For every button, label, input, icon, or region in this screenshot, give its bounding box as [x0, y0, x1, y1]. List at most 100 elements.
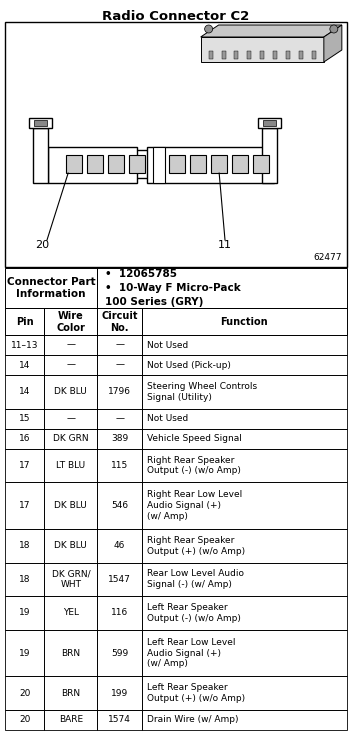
Bar — [98, 375, 142, 408]
Bar — [5, 268, 98, 308]
Text: 11–13: 11–13 — [11, 340, 38, 349]
Text: Function: Function — [221, 316, 268, 326]
Bar — [142, 710, 347, 730]
Bar — [44, 408, 98, 429]
Bar — [44, 596, 98, 630]
Text: 20: 20 — [19, 689, 30, 698]
Bar — [44, 529, 98, 563]
Text: Right Rear Speaker
Output (-) (w/o Amp): Right Rear Speaker Output (-) (w/o Amp) — [147, 455, 241, 475]
Text: 11: 11 — [218, 240, 232, 250]
Text: 1796: 1796 — [108, 387, 131, 396]
Bar — [142, 449, 347, 482]
Bar — [29, 118, 52, 128]
Text: 599: 599 — [111, 649, 128, 657]
Bar — [5, 22, 347, 267]
Bar — [142, 408, 347, 429]
Bar — [5, 308, 44, 335]
Text: 20: 20 — [35, 240, 49, 250]
Bar — [98, 710, 142, 730]
Bar — [98, 268, 347, 308]
Bar — [44, 710, 98, 730]
Text: 46: 46 — [114, 542, 125, 550]
Text: DK GRN: DK GRN — [53, 434, 89, 444]
Bar — [142, 335, 347, 355]
Bar — [98, 449, 142, 482]
Bar — [98, 335, 142, 355]
Bar — [153, 147, 165, 183]
Bar — [44, 355, 98, 375]
Polygon shape — [201, 25, 342, 37]
Text: BRN: BRN — [61, 689, 80, 698]
Text: Left Rear Low Level
Audio Signal (+)
(w/ Amp): Left Rear Low Level Audio Signal (+) (w/… — [147, 638, 235, 668]
Text: 14: 14 — [19, 361, 30, 370]
Text: 20: 20 — [19, 715, 30, 725]
Bar — [5, 449, 44, 482]
Bar — [260, 51, 264, 59]
Bar — [98, 308, 142, 335]
Text: 62477: 62477 — [314, 253, 342, 262]
Bar — [44, 375, 98, 408]
Bar — [253, 155, 269, 173]
Circle shape — [205, 25, 213, 33]
Bar — [142, 630, 347, 676]
Bar — [66, 155, 82, 173]
Text: —: — — [66, 414, 75, 423]
Bar — [129, 155, 145, 173]
Bar — [169, 155, 185, 173]
Text: —: — — [66, 340, 75, 349]
Text: 15: 15 — [19, 414, 30, 423]
Bar — [232, 155, 248, 173]
Text: —: — — [66, 361, 75, 370]
Bar — [87, 155, 103, 173]
Bar — [190, 155, 206, 173]
Text: —: — — [115, 414, 124, 423]
Bar — [48, 150, 262, 178]
Text: 1547: 1547 — [108, 575, 131, 584]
Bar — [98, 676, 142, 710]
Bar — [142, 529, 347, 563]
Text: 116: 116 — [111, 608, 128, 617]
Bar — [44, 308, 98, 335]
Bar — [142, 563, 347, 596]
Bar — [273, 51, 277, 59]
Text: Left Rear Speaker
Output (-) (w/o Amp): Left Rear Speaker Output (-) (w/o Amp) — [147, 603, 241, 623]
Polygon shape — [324, 25, 342, 62]
Text: Left Rear Speaker
Output (+) (w/o Amp): Left Rear Speaker Output (+) (w/o Amp) — [147, 683, 245, 703]
Bar — [98, 408, 142, 429]
Bar — [33, 128, 48, 183]
Text: Not Used: Not Used — [147, 414, 188, 423]
Bar — [44, 335, 98, 355]
Text: —: — — [115, 340, 124, 349]
Text: 18: 18 — [19, 542, 30, 550]
Bar — [44, 676, 98, 710]
Text: 389: 389 — [111, 434, 128, 444]
Bar — [44, 563, 98, 596]
Text: DK GRN/
WHT: DK GRN/ WHT — [51, 569, 90, 589]
Bar — [5, 710, 44, 730]
Bar — [209, 51, 213, 59]
Text: 17: 17 — [19, 501, 30, 510]
Polygon shape — [201, 37, 324, 62]
Text: Steering Wheel Controls
Signal (Utility): Steering Wheel Controls Signal (Utility) — [147, 382, 257, 402]
Text: 199: 199 — [111, 689, 128, 698]
Text: 17: 17 — [19, 461, 30, 470]
Bar — [98, 482, 142, 529]
Text: 19: 19 — [19, 649, 30, 657]
Text: BRN: BRN — [61, 649, 80, 657]
Text: 115: 115 — [111, 461, 128, 470]
Bar — [5, 429, 44, 449]
Text: 1574: 1574 — [108, 715, 131, 725]
Text: 546: 546 — [111, 501, 128, 510]
Bar — [299, 51, 303, 59]
Bar — [98, 429, 142, 449]
Bar — [98, 596, 142, 630]
Bar — [262, 128, 277, 183]
Bar — [211, 155, 227, 173]
Text: YEL: YEL — [63, 608, 79, 617]
Text: Rear Low Level Audio
Signal (-) (w/ Amp): Rear Low Level Audio Signal (-) (w/ Amp) — [147, 569, 244, 589]
Bar — [234, 51, 238, 59]
Bar — [142, 355, 347, 375]
Bar — [142, 596, 347, 630]
Bar — [5, 335, 44, 355]
Bar — [5, 375, 44, 408]
